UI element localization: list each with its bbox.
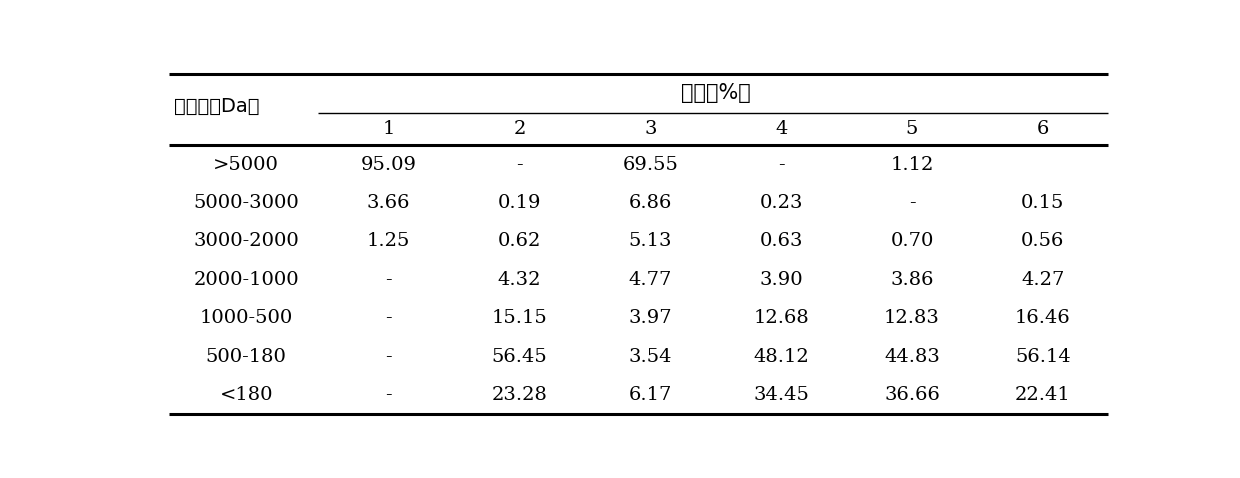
Text: 3.54: 3.54 <box>629 348 672 366</box>
Text: 0.15: 0.15 <box>1022 194 1065 212</box>
Text: >5000: >5000 <box>213 156 279 174</box>
Text: 2: 2 <box>513 120 526 138</box>
Text: 分子量（Da）: 分子量（Da） <box>174 97 259 116</box>
Text: -: - <box>777 156 785 174</box>
Text: 0.62: 0.62 <box>497 232 541 250</box>
Text: 0.56: 0.56 <box>1022 232 1065 250</box>
Text: -: - <box>386 386 392 404</box>
Text: 5.13: 5.13 <box>629 232 672 250</box>
Text: 12.83: 12.83 <box>884 309 940 327</box>
Text: 4.32: 4.32 <box>497 271 541 289</box>
Text: 6.17: 6.17 <box>629 386 672 404</box>
Text: 48.12: 48.12 <box>753 348 808 366</box>
Text: 3: 3 <box>644 120 656 138</box>
Text: 500-180: 500-180 <box>206 348 286 366</box>
Text: 0.63: 0.63 <box>759 232 804 250</box>
Text: 34.45: 34.45 <box>753 386 810 404</box>
Text: 4.27: 4.27 <box>1022 271 1065 289</box>
Text: 56.45: 56.45 <box>491 348 547 366</box>
Text: 1000-500: 1000-500 <box>200 309 293 327</box>
Text: 95.09: 95.09 <box>361 156 417 174</box>
Text: -: - <box>386 309 392 327</box>
Text: 12.68: 12.68 <box>753 309 808 327</box>
Text: 5: 5 <box>906 120 918 138</box>
Text: 22.41: 22.41 <box>1016 386 1071 404</box>
Text: 44.83: 44.83 <box>884 348 940 366</box>
Text: 1: 1 <box>382 120 394 138</box>
Text: 3.86: 3.86 <box>890 271 934 289</box>
Text: -: - <box>516 156 523 174</box>
Text: 3.90: 3.90 <box>759 271 804 289</box>
Text: 0.70: 0.70 <box>890 232 934 250</box>
Text: 4: 4 <box>775 120 787 138</box>
Text: 15.15: 15.15 <box>491 309 547 327</box>
Text: 4.77: 4.77 <box>629 271 672 289</box>
Text: 5000-3000: 5000-3000 <box>193 194 299 212</box>
Text: 比例（%）: 比例（%） <box>681 84 750 104</box>
Text: <180: <180 <box>219 386 273 404</box>
Text: -: - <box>909 194 915 212</box>
Text: 2000-1000: 2000-1000 <box>193 271 299 289</box>
Text: 1.12: 1.12 <box>890 156 934 174</box>
Text: 56.14: 56.14 <box>1016 348 1071 366</box>
Text: 69.55: 69.55 <box>622 156 678 174</box>
Text: 6.86: 6.86 <box>629 194 672 212</box>
Text: 3000-2000: 3000-2000 <box>193 232 299 250</box>
Text: 0.23: 0.23 <box>759 194 804 212</box>
Text: 1.25: 1.25 <box>367 232 410 250</box>
Text: -: - <box>386 271 392 289</box>
Text: 3.97: 3.97 <box>629 309 672 327</box>
Text: 3.66: 3.66 <box>367 194 410 212</box>
Text: 23.28: 23.28 <box>491 386 547 404</box>
Text: -: - <box>386 348 392 366</box>
Text: 0.19: 0.19 <box>497 194 541 212</box>
Text: 36.66: 36.66 <box>884 386 940 404</box>
Text: 6: 6 <box>1037 120 1049 138</box>
Text: 16.46: 16.46 <box>1016 309 1071 327</box>
